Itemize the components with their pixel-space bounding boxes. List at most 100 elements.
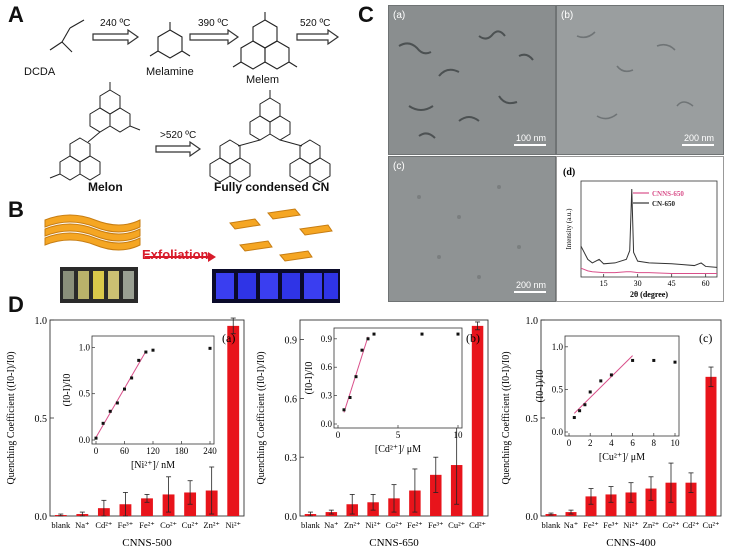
xrd-plot-frame	[580, 180, 718, 278]
inset-a-xtick-label-4: 240	[203, 446, 217, 456]
label-melon: Melon	[88, 180, 123, 194]
bar-c-bar-7	[685, 482, 697, 516]
inset-a-xtick-label-3: 180	[175, 446, 189, 456]
bar-b-category-1: Na⁺	[324, 520, 338, 530]
bar-c-category-5: Zn²⁺	[643, 520, 659, 530]
bar-a-ytick-label-1: 0.5	[35, 414, 48, 425]
tem-c-tag: (c)	[393, 161, 405, 172]
xrd-chart: (d) Intensity (a.u.) 2θ (degree) 15 30 45 6…	[563, 167, 718, 299]
xrd-xtick-label-1: 30	[634, 279, 642, 288]
inset-a-point-2	[108, 409, 112, 413]
bar-chart-b: Quenching Coefficient ((I0-I)/I0) 0.0 0.3 0…	[256, 319, 489, 549]
bar-b-category-6: Fe³⁺	[428, 520, 444, 530]
bar-b-category-4: Co²⁺	[386, 520, 403, 530]
inset-a-point-0	[94, 436, 98, 440]
inset-b-fit-line	[343, 336, 369, 413]
vials-before	[60, 267, 138, 303]
inset-b-ylabel: (I0-I)/I0	[304, 362, 315, 395]
inset-a-xlabel: [Ni²⁺]/ nM	[131, 460, 175, 471]
inset-b-frame	[333, 327, 463, 429]
bar-c-bar-3	[605, 494, 617, 516]
panel-letter-a: A	[8, 2, 24, 27]
inset-b-point-5	[372, 332, 376, 336]
bar-a-xlabel: CNNS-500	[122, 537, 172, 549]
inset-a-point-7	[144, 350, 148, 354]
inset-a-point-9	[208, 346, 212, 350]
xrd-legend-label-0: CNNS-650	[652, 190, 684, 198]
exfoliation-illustration	[44, 208, 340, 303]
bar-c-panel-tag: (c)	[699, 331, 712, 345]
bar-c-ytick-label-1: 0.5	[526, 414, 539, 425]
inset-c-point-0	[572, 416, 576, 420]
bar-a-category-6: Cu²⁺	[182, 520, 199, 530]
tem-b-scale-label: 200 nm	[684, 133, 715, 143]
inset-c-frame	[564, 335, 680, 437]
bar-a-category-4: Fe²⁺	[139, 520, 155, 530]
inset-b-ytick-label-3: 0.9	[321, 334, 333, 344]
inset-b-point-0	[342, 408, 346, 412]
bar-c-bar-2	[585, 496, 597, 516]
bar-b-category-7: Cu²⁺	[448, 520, 465, 530]
inset-b-point-1	[348, 395, 352, 399]
bar-c-category-3: Fe³⁺	[603, 520, 619, 530]
inset-c-ytick-label-0: 0.0	[552, 427, 564, 437]
bar-c-ytick-label-2: 1.0	[526, 316, 539, 327]
tem-a-scale-label: 100 nm	[516, 133, 547, 143]
inset-c-point-4	[599, 379, 603, 383]
bar-c-bar-8	[705, 376, 717, 516]
tem-a-scale-bar	[514, 144, 546, 146]
xrd-legend-label-1: CN-650	[652, 200, 675, 208]
xrd-xlabel: 2θ (degree)	[630, 290, 668, 299]
inset-b-xtick-label-0: 0	[336, 430, 341, 440]
temp-520: 520 ºC	[300, 18, 331, 29]
inset-a-ytick-label-1: 0.5	[79, 389, 91, 399]
exfoliated-sheets-icon	[229, 208, 333, 262]
label-dcda: DCDA	[24, 66, 56, 78]
inset-c-ytick-label-1: 0.5	[552, 384, 564, 394]
inset-a-xtick-label-0: 0	[94, 446, 99, 456]
bar-a-ylabel: Quenching Coefficient ((I0-I)/I0)	[6, 351, 17, 484]
bar-c-xlabel: CNNS-400	[606, 537, 656, 549]
reaction-scheme	[49, 12, 340, 183]
exfoliation-label: Exfoliation	[142, 247, 209, 262]
bar-c-category-0: blank	[542, 520, 562, 530]
tem-a-tag: (a)	[393, 10, 406, 21]
inset-a-ytick-label-0: 0.0	[79, 435, 91, 445]
melamine-structure	[149, 22, 191, 59]
bar-c-category-7: Cd²⁺	[683, 520, 700, 530]
inset-b-point-4	[366, 337, 370, 341]
inset-c-xtick-label-4: 8	[652, 438, 657, 448]
inset-c-xlabel: [Cu²⁺]/ μM	[599, 452, 645, 463]
label-melem: Melem	[246, 74, 280, 86]
bar-chart-c: Quenching Coefficient ((I0-I)/I0) 0.0 0.5 1…	[501, 316, 722, 549]
bar-a-ytick-label-0: 0.0	[35, 512, 48, 523]
inset-c-point-2	[583, 403, 587, 407]
bar-c-ytick-label-0: 0.0	[526, 512, 539, 523]
tem-c-scale-label: 200 nm	[516, 280, 547, 290]
temp-above-520: >520 ºC	[160, 130, 197, 141]
inset-a-point-4	[123, 387, 126, 391]
bar-a-category-1: Na⁺	[75, 520, 89, 530]
tem-b-tag: (b)	[561, 10, 574, 21]
bar-b-bar-8	[471, 325, 484, 516]
bar-b-ytick-label-3: 0.9	[285, 336, 298, 347]
bar-a-category-7: Zn²⁺	[203, 520, 219, 530]
bar-c-category-4: Ni²⁺	[623, 520, 639, 530]
bar-a-bar-8	[227, 325, 240, 516]
bar-c-category-1: Na⁺	[564, 520, 578, 530]
melem-structure	[232, 12, 298, 70]
inset-b-point-3	[360, 348, 364, 352]
tem-image-a: (a) 100 nm	[388, 5, 556, 155]
inset-c-point-8	[673, 360, 677, 364]
bar-b-category-2: Zn²⁺	[344, 520, 360, 530]
xrd-xtick-label-3: 60	[702, 279, 710, 288]
panel-letter-c: C	[358, 2, 374, 27]
inset-a-point-5	[130, 376, 134, 380]
bar-a-panel-tag: (a)	[222, 331, 235, 345]
inset-b-point-2	[354, 375, 358, 379]
stacked-layers-icon	[44, 214, 141, 251]
temp-240: 240 ºC	[100, 18, 131, 29]
bar-c-category-2: Fe²⁺	[583, 520, 599, 530]
inset-a-point-3	[115, 401, 119, 405]
tem-image-c: (c) 200 nm	[388, 156, 556, 302]
